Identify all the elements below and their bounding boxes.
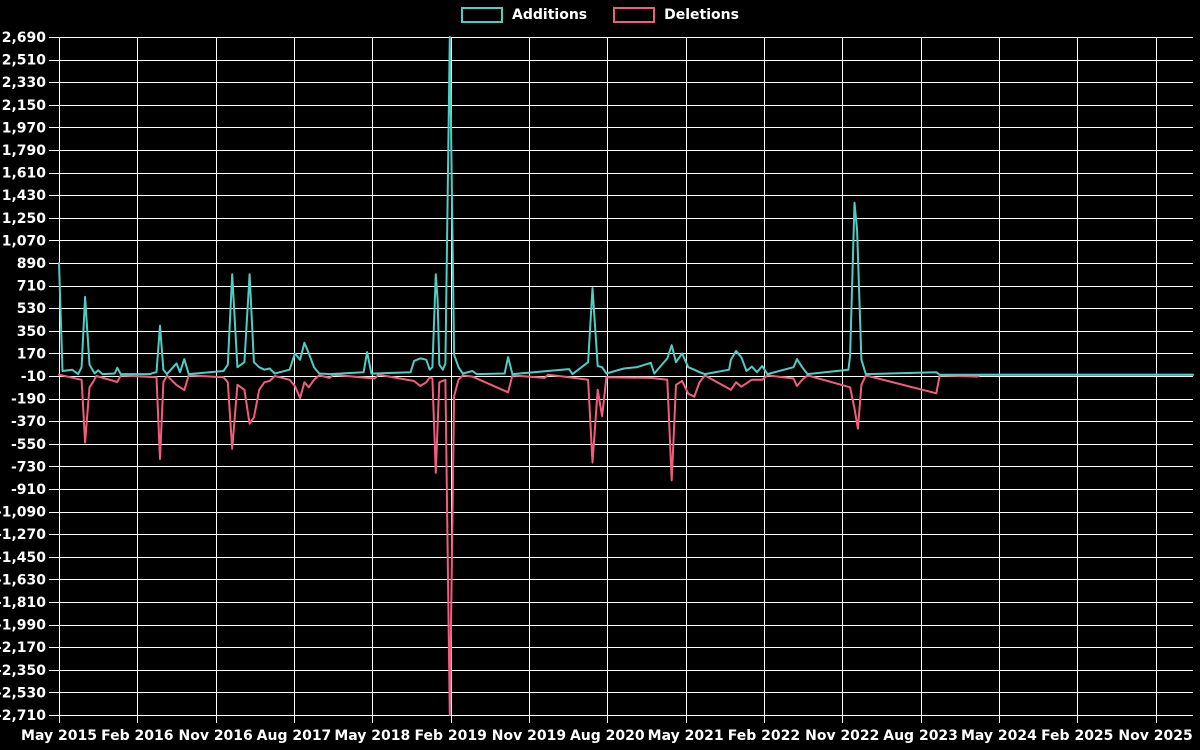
- x-axis-labels: May 2015 Feb 2016 Nov 2016 Aug 2017 May 2018…: [21, 728, 1193, 744]
- y-tick-label: 1,970: [2, 120, 47, 136]
- y-tick-label: 1,610: [2, 166, 47, 182]
- deletions-line: [58, 373, 1194, 716]
- y-tick-label: 2,510: [2, 53, 47, 69]
- y-tick-label: -370: [11, 414, 46, 430]
- y-tick-label: 2,330: [2, 75, 47, 91]
- y-tick-label: -1,630: [0, 572, 46, 588]
- y-tick-label: 1,070: [2, 233, 47, 249]
- x-tick-label: Aug 2020: [570, 728, 645, 744]
- x-tick-label: Feb 2016: [101, 728, 173, 744]
- y-tick-label: 1,790: [2, 143, 47, 159]
- legend-label-deletions: Deletions: [664, 7, 739, 23]
- y-tick-label: 2,690: [2, 30, 47, 46]
- x-tick-label: Aug 2017: [257, 728, 332, 744]
- y-tick-label: 1,250: [2, 211, 47, 227]
- y-tick-label: 890: [17, 256, 46, 272]
- y-tick-label: 2,150: [2, 98, 47, 114]
- x-tick-label: Feb 2025: [1041, 728, 1113, 744]
- y-tick-label: 350: [17, 324, 46, 340]
- y-tick-label: -10: [21, 369, 47, 385]
- x-tick-label: May 2018: [334, 728, 410, 744]
- y-tick-label: -1,450: [0, 550, 46, 566]
- legend-item-deletions[interactable]: Deletions: [613, 7, 739, 23]
- y-axis-labels: 2,690 2,510 2,330 2,150 1,970 1,790 1,610 1,430…: [0, 30, 46, 724]
- y-tick-label: 170: [17, 346, 46, 362]
- y-tick-label: -910: [11, 482, 46, 498]
- x-tick-label: May 2024: [961, 728, 1037, 744]
- y-tick-label: -1,990: [0, 618, 46, 634]
- x-tick-label: Nov 2019: [492, 728, 566, 744]
- axes: [49, 37, 1193, 716]
- y-tick-label: -1,090: [0, 505, 46, 521]
- legend-swatch-deletions: [613, 7, 656, 23]
- y-tick-label: -190: [11, 392, 46, 408]
- legend-swatch-additions: [461, 7, 504, 23]
- y-tick-label: -2,170: [0, 640, 46, 656]
- y-tick-label: -2,350: [0, 663, 46, 679]
- y-tick-label: 530: [17, 301, 46, 317]
- legend: Additions Deletions: [0, 7, 1200, 23]
- x-tick-label: Nov 2016: [178, 728, 252, 744]
- x-tick-label: May 2021: [648, 728, 724, 744]
- y-tick-label: -730: [11, 459, 46, 475]
- x-tick-label: Aug 2023: [883, 728, 958, 744]
- x-tick-label: Feb 2019: [414, 728, 486, 744]
- additions-line: [58, 36, 1194, 376]
- x-tick-label: Nov 2025: [1118, 728, 1192, 744]
- y-tick-label: -1,810: [0, 595, 46, 611]
- legend-label-additions: Additions: [512, 7, 588, 23]
- y-tick-label: -1,270: [0, 527, 46, 543]
- y-tick-label: 1,430: [2, 188, 47, 204]
- legend-item-additions[interactable]: Additions: [461, 7, 587, 23]
- x-tick-label: Feb 2022: [728, 728, 800, 744]
- x-tick-label: Nov 2022: [805, 728, 879, 744]
- y-tick-label: 710: [17, 279, 46, 295]
- y-tick-label: -2,710: [0, 708, 46, 724]
- x-tick-label: May 2015: [21, 728, 97, 744]
- y-tick-label: -550: [11, 437, 46, 453]
- y-tick-label: -2,530: [0, 685, 46, 701]
